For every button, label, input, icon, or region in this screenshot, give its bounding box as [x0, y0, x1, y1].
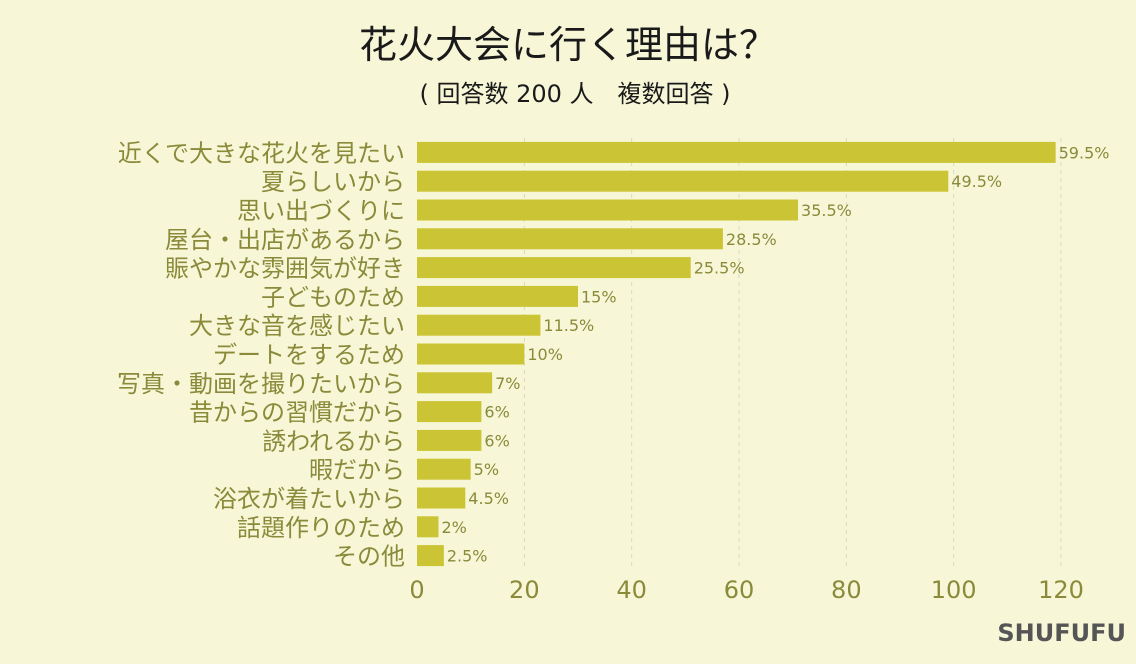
- category-label: その他: [333, 543, 405, 571]
- x-axis-ticks: 0 20 40 60 80 100 120: [409, 576, 1084, 604]
- bar: [417, 257, 691, 279]
- value-label: 5%: [474, 460, 499, 479]
- value-label: 25.5%: [694, 259, 745, 278]
- category-label: 写真・動画を撮りたいから: [117, 370, 405, 398]
- value-label: 2%: [441, 518, 466, 537]
- x-tick-label: 0: [409, 576, 424, 604]
- category-label: 大きな音を感じたい: [189, 312, 405, 340]
- value-label: 4.5%: [468, 489, 509, 508]
- value-label: 11.5%: [543, 316, 594, 335]
- bar: [417, 516, 439, 538]
- category-label: 暇だから: [309, 456, 405, 484]
- value-label: 15%: [581, 287, 617, 306]
- x-tick-label: 120: [1038, 576, 1084, 604]
- chart-subtitle: ( 回答数 200 人 複数回答 ): [419, 80, 730, 108]
- value-label: 35.5%: [801, 201, 852, 220]
- bar: [417, 285, 578, 307]
- category-label: 昔からの習慣だから: [189, 399, 405, 427]
- category-label: 話題作りのため: [237, 514, 405, 542]
- bar: [417, 545, 444, 567]
- bars: [417, 141, 1056, 567]
- category-label: 浴衣が着たいから: [213, 485, 405, 513]
- category-label: 誘われるから: [262, 427, 405, 455]
- bar: [417, 401, 482, 423]
- category-labels: 近くで大きな花火を見たい夏らしいから思い出づくりに屋台・出店があるから賑やかな雰…: [117, 139, 405, 570]
- value-labels: 59.5% 49.5% 35.5% 28.5% 25.5% 15% 11.5% 10% 7% 6%…: [441, 143, 1109, 565]
- value-label: 6%: [484, 431, 509, 450]
- x-tick-label: 80: [831, 576, 862, 604]
- category-label: 子どものため: [261, 283, 405, 311]
- brand-logo-text: SHUFUFU: [997, 619, 1126, 647]
- value-label: 7%: [495, 374, 520, 393]
- category-label: 賑やかな雰囲気が好き: [165, 255, 405, 283]
- value-label: 6%: [484, 403, 509, 422]
- bar: [417, 170, 949, 192]
- bar: [417, 458, 471, 480]
- value-label: 59.5%: [1059, 143, 1110, 162]
- bar: [417, 343, 525, 365]
- bar: [417, 199, 799, 221]
- category-label: デートをするため: [213, 341, 405, 369]
- bar: [417, 141, 1056, 163]
- bar: [417, 228, 723, 250]
- x-tick-label: 100: [931, 576, 977, 604]
- bar: [417, 372, 493, 394]
- chart-title: 花火大会に行く理由は？: [359, 23, 777, 67]
- category-label: 思い出づくりに: [237, 197, 405, 225]
- category-label: 屋台・出店があるから: [165, 226, 405, 254]
- x-tick-label: 40: [616, 576, 647, 604]
- value-label: 2.5%: [447, 547, 488, 566]
- bar: [417, 487, 466, 509]
- category-label: 近くで大きな花火を見たい: [118, 139, 405, 167]
- x-tick-label: 60: [724, 576, 755, 604]
- value-label: 49.5%: [951, 172, 1002, 191]
- x-tick-label: 20: [509, 576, 540, 604]
- value-label: 10%: [527, 345, 563, 364]
- bar: [417, 429, 482, 451]
- value-label: 28.5%: [726, 230, 777, 249]
- category-label: 夏らしいから: [261, 168, 405, 196]
- bar: [417, 314, 541, 336]
